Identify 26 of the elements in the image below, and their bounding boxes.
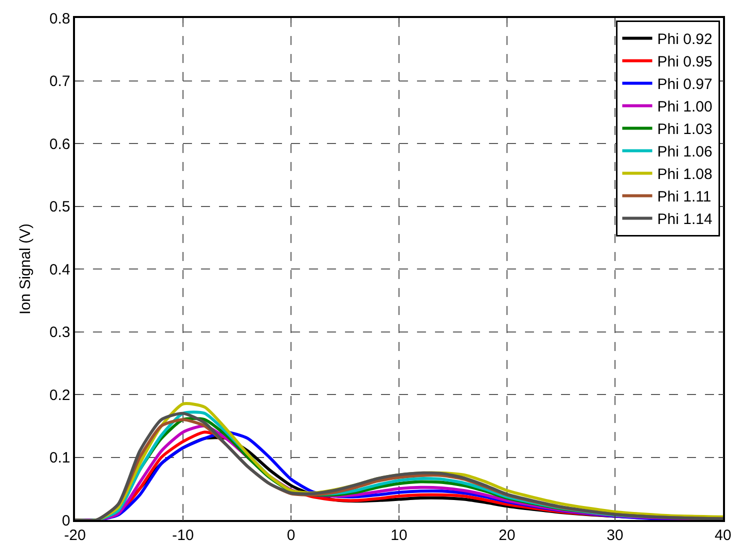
legend-label: Phi 1.00 — [657, 98, 712, 116]
y-tick-label: 0.8 — [49, 10, 70, 28]
x-tick-label: 30 — [606, 526, 624, 544]
y-tick-label: 0.6 — [49, 136, 70, 153]
legend-label: Phi 1.08 — [657, 166, 712, 184]
y-tick-label: 0 — [62, 512, 70, 530]
x-tick-label: 20 — [498, 526, 516, 544]
legend-label: Phi 0.97 — [657, 76, 712, 94]
legend-label: Phi 1.14 — [657, 211, 712, 228]
x-tick-label: -20 — [64, 526, 86, 544]
y-tick-label: 0.3 — [49, 324, 70, 341]
y-axis-title: Ion Signal (V) — [17, 224, 34, 314]
y-tick-label: 0.5 — [49, 198, 70, 216]
y-tick-label: 0.2 — [49, 386, 70, 404]
x-tick-label: -10 — [172, 526, 194, 544]
legend-label: Phi 1.03 — [657, 121, 712, 138]
legend-label: Phi 0.92 — [657, 31, 712, 48]
x-tick-label: 10 — [390, 526, 408, 544]
y-tick-label: 0.1 — [49, 450, 70, 466]
legend-label: Phi 1.11 — [657, 188, 712, 206]
y-tick-label: 0.7 — [49, 73, 70, 90]
y-tick-label: 0.4 — [49, 261, 70, 278]
x-tick-label: 40 — [714, 526, 732, 544]
legend-label: Phi 1.06 — [657, 144, 712, 161]
legend-label: Phi 0.95 — [657, 54, 712, 71]
x-tick-label: 0 — [286, 526, 296, 544]
